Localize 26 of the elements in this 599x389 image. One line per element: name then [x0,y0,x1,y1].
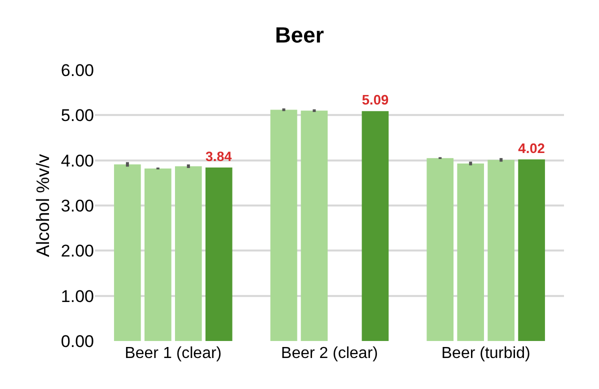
bar [270,110,298,341]
bar [457,164,484,341]
y-tick-label: 2.00 [60,242,94,261]
x-tick-label: Beer 2 (clear) [281,345,378,362]
data-label: 5.09 [362,92,389,108]
y-tick-label: 4.00 [60,151,94,170]
bar [205,168,232,341]
y-tick-label: 0.00 [60,332,94,351]
y-tick-label: 1.00 [60,286,94,306]
y-axis-title: Alcohol %v/v [33,154,53,258]
y-tick-label: 5.00 [60,106,94,126]
bar [114,164,141,341]
bar [144,168,172,341]
data-label: 3.84 [205,148,232,164]
data-label: 4.02 [518,140,546,156]
bar [518,159,545,341]
x-tick-label: Beer (turbid) [441,345,530,362]
bar [426,158,454,341]
y-tick-label: 3.00 [60,196,94,216]
bar [175,166,202,341]
chart-title: Beer [275,22,324,48]
bar [488,160,514,341]
y-tick-label: 6.00 [60,60,94,80]
bar [362,111,389,341]
x-tick-label: Beer 1 (clear) [124,345,222,362]
bar [300,110,328,341]
